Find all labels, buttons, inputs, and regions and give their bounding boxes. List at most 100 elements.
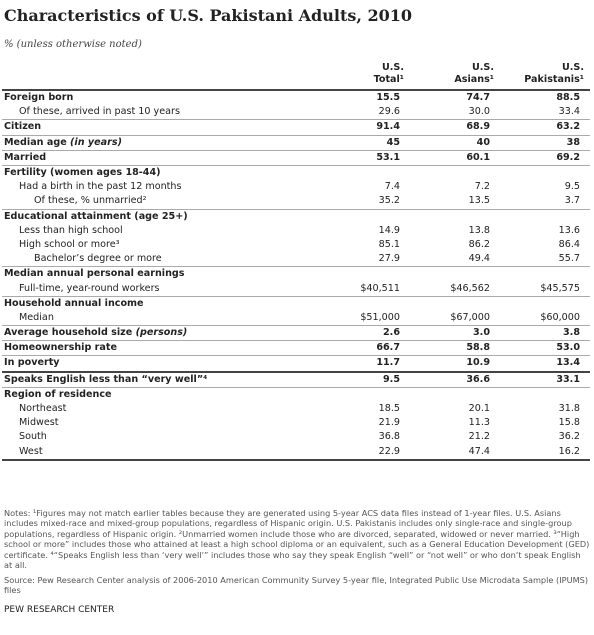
row-label-text: High school or more³ <box>19 238 120 250</box>
row-label-text: West <box>19 445 43 457</box>
row-label: Married <box>2 149 320 166</box>
row-label-note: (in years) <box>70 136 122 148</box>
cell-value: 14.9 <box>378 224 400 236</box>
cell-value: 13.4 <box>500 355 590 372</box>
cell-value <box>320 266 410 282</box>
cell-value: 31.8 <box>558 403 580 415</box>
header-cell <box>2 62 320 91</box>
column-header: U.S. Total¹ <box>320 62 410 91</box>
table-row: South 36.8 21.2 36.2 <box>2 430 590 444</box>
table-row: Educational attainment (age 25+) <box>2 208 590 224</box>
cell-value: 33.4 <box>558 106 580 118</box>
header-row: U.S. Total¹ U.S. Asians¹ U.S. Pakistanis¹ <box>2 62 590 91</box>
table-row: Had a birth in the past 12 months 7.4 7.2 9… <box>2 180 590 194</box>
cell-value: 91.4 <box>320 119 410 136</box>
cell-value: $45,575 <box>540 282 580 294</box>
table-row: Average household size (persons) 2.6 3.0 3.… <box>2 324 590 341</box>
cell-value: 22.9 <box>320 444 410 461</box>
row-label-text: Median age <box>4 136 67 148</box>
row-label-text: Less than high school <box>19 224 123 236</box>
cell-value: 49.4 <box>468 253 490 265</box>
table-row: Fertility (women ages 18-44) <box>2 164 590 181</box>
row-label: Region of residence <box>2 386 320 402</box>
column-header: U.S. Asians¹ <box>410 62 500 91</box>
cell-value: 68.9 <box>410 119 500 136</box>
row-label-text: Region of residence <box>4 388 112 400</box>
row-label-text: Homeownership rate <box>4 342 117 354</box>
row-label-text: Foreign born <box>4 92 74 104</box>
table-row: Of these, arrived in past 10 years 29.6 30… <box>2 105 590 120</box>
cell-value: $67,000 <box>450 311 490 323</box>
notes: Notes: ¹Figures may not match earlier ta… <box>4 508 590 571</box>
row-label: High school or more³ <box>2 238 320 252</box>
row-label-text: Fertility (women ages 18-44) <box>4 167 161 179</box>
table-row: Full-time, year-round workers $40,511 $46,… <box>2 281 590 296</box>
cell-value: 10.9 <box>410 355 500 372</box>
cell-value: 55.7 <box>558 253 580 265</box>
cell-value: 18.5 <box>378 403 400 415</box>
row-label: Full-time, year-round workers <box>2 281 320 296</box>
cell-value: 45 <box>320 134 410 151</box>
column-header-line: U.S. <box>472 62 494 73</box>
cell-value: 86.2 <box>468 238 490 250</box>
table-row: High school or more³ 85.1 86.2 86.4 <box>2 238 590 252</box>
cell-value: 20.1 <box>468 403 490 415</box>
row-label-text: Speaks English less than “very well”⁴ <box>4 373 208 385</box>
cell-value: 53.0 <box>500 340 590 356</box>
cell-value: 88.5 <box>556 92 580 104</box>
cell-value: 9.5 <box>564 181 580 193</box>
row-label: Household annual income <box>2 295 320 311</box>
cell-value: 74.7 <box>466 92 490 104</box>
row-label: Median <box>2 311 320 326</box>
cell-value: 11.7 <box>320 355 410 372</box>
row-label: Average household size (persons) <box>2 324 320 341</box>
cell-value <box>500 164 590 181</box>
table-row: West 22.9 47.4 16.2 <box>2 444 590 461</box>
table-row: Foreign born 15.5 74.7 88.5 <box>2 90 590 105</box>
row-label: Median age (in years) <box>2 134 320 151</box>
row-label-text: Citizen <box>4 121 42 133</box>
cell-value: 15.5 <box>376 92 400 104</box>
cell-value: 58.8 <box>410 340 500 356</box>
cell-value: 13.8 <box>468 224 490 236</box>
row-label: Citizen <box>2 119 320 136</box>
cell-value: 53.1 <box>320 149 410 166</box>
table-row: Less than high school 14.9 13.8 13.6 <box>2 224 590 238</box>
cell-value <box>320 386 410 402</box>
cell-value: 3.7 <box>564 195 580 207</box>
row-label-text: Of these, % unmarried² <box>34 195 147 207</box>
column-header-line: U.S. <box>562 62 584 73</box>
row-label-note: (persons) <box>135 327 188 339</box>
cell-value <box>500 266 590 282</box>
row-label-text: Had a birth in the past 12 months <box>19 181 182 193</box>
cell-value: 85.1 <box>378 238 400 250</box>
cell-value <box>320 164 410 181</box>
cell-value: 36.8 <box>378 431 400 443</box>
table-row: Median age (in years) 45 40 38 <box>2 134 590 151</box>
column-header: U.S. Pakistanis¹ <box>500 62 590 91</box>
table-row: Bachelor’s degree or more 27.9 49.4 55.7 <box>2 252 590 267</box>
cell-value: 47.4 <box>410 444 500 461</box>
table-row: Citizen 91.4 68.9 63.2 <box>2 119 590 136</box>
row-label: Had a birth in the past 12 months <box>2 180 320 194</box>
cell-value: 9.5 <box>320 370 410 388</box>
cell-value <box>320 295 410 311</box>
row-label: Northeast <box>2 402 320 416</box>
cell-value: 7.4 <box>384 181 400 193</box>
subtitle: % (unless otherwise noted) <box>4 39 142 50</box>
row-label-text: Northeast <box>19 403 67 415</box>
cell-value: 86.4 <box>558 238 580 250</box>
row-label: Speaks English less than “very well”⁴ <box>2 370 320 388</box>
cell-value <box>500 386 590 402</box>
row-label-text: Median annual personal earnings <box>4 268 185 280</box>
row-label: Foreign born <box>2 90 320 105</box>
row-label-text: Of these, arrived in past 10 years <box>19 106 180 118</box>
cell-value: 3.8 <box>500 324 590 341</box>
cell-value: 33.1 <box>500 370 590 388</box>
column-header-line: Total¹ <box>373 74 404 85</box>
cell-value: 13.5 <box>468 195 490 207</box>
cell-value: 11.3 <box>468 417 490 429</box>
table-row: Homeownership rate 66.7 58.8 53.0 <box>2 340 590 356</box>
table-row: Midwest 21.9 11.3 15.8 <box>2 416 590 430</box>
